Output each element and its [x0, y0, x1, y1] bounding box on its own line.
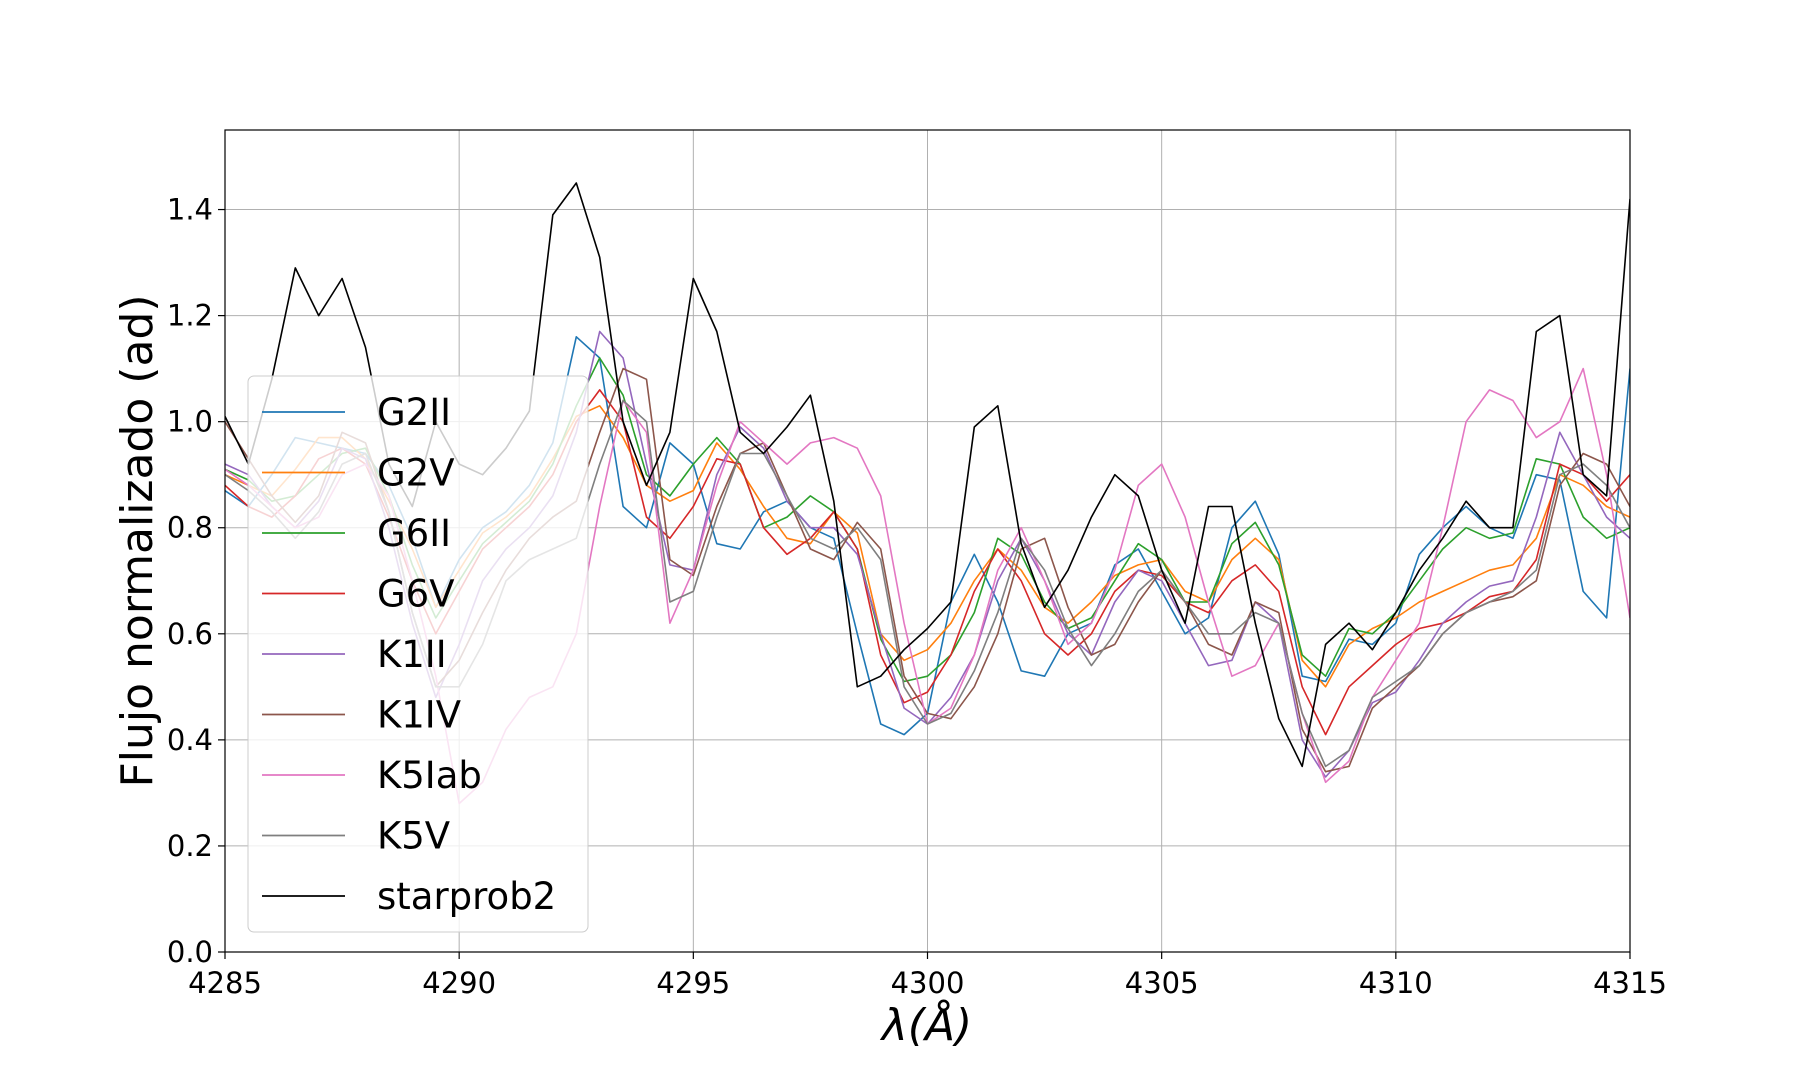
x-tick-label: 4300	[891, 966, 965, 1000]
x-tick-label: 4315	[1593, 966, 1667, 1000]
y-tick-label: 1.0	[167, 405, 213, 439]
x-tick-label: 4305	[1125, 966, 1199, 1000]
y-tick-label: 0.8	[167, 511, 213, 545]
y-tick-label: 0.0	[167, 935, 213, 969]
x-axis-label: λ(Å)	[880, 998, 972, 1051]
legend-label-starprob2: starprob2	[377, 875, 556, 918]
legend-label-k1ii: K1II	[377, 633, 447, 676]
y-tick-label: 0.6	[167, 617, 213, 651]
legend-label-g6v: G6V	[377, 573, 455, 616]
y-axis-label: Flujo normalizado (ad)	[112, 294, 163, 787]
y-tick-label: 1.4	[167, 193, 213, 227]
legend-label-k1iv: K1IV	[377, 694, 461, 737]
x-tick-label: 4290	[422, 966, 496, 1000]
legend-label-k5iab: K5Iab	[377, 754, 482, 797]
legend-label-g6ii: G6II	[377, 512, 451, 555]
x-tick-label: 4310	[1359, 966, 1433, 1000]
y-tick-label: 0.2	[167, 829, 213, 863]
legend-box	[247, 375, 589, 933]
y-tick-label: 1.2	[167, 299, 213, 333]
y-tick-label: 0.4	[167, 723, 213, 757]
legend: G2II G2V G6II G6V K1II K1IV K5Iab K5V starprob2	[247, 375, 589, 933]
x-tick-label: 4295	[656, 966, 730, 1000]
legend-label-g2v: G2V	[377, 452, 455, 495]
legend-label-g2ii: G2II	[377, 391, 451, 434]
x-tick-label: 4285	[188, 966, 262, 1000]
legend-label-k5v: K5V	[377, 815, 450, 858]
axis-ticks: 4285 4290 4295 4300 4305 4310 4315 0.0 0.2 0.4 0.6…	[167, 193, 1667, 1000]
